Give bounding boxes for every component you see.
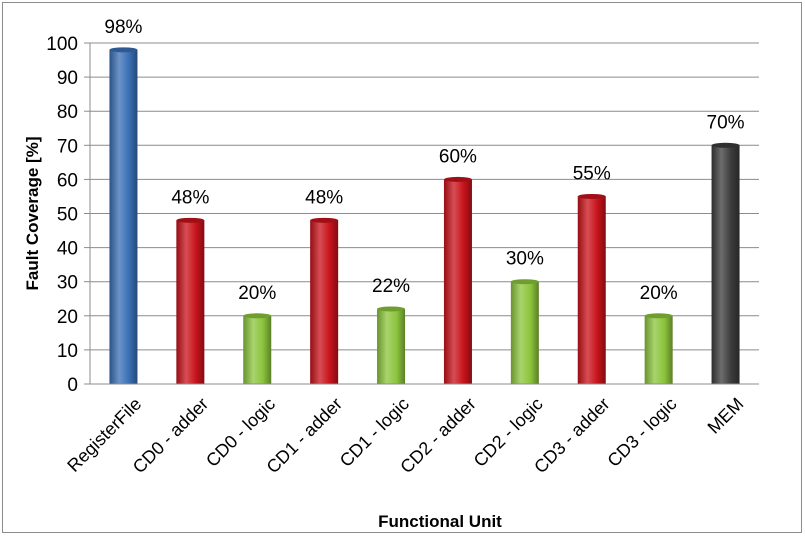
data-label: 30% xyxy=(506,249,544,270)
data-label: 48% xyxy=(171,187,209,208)
bar-top xyxy=(310,217,339,223)
data-label: 60% xyxy=(439,146,477,167)
bar-top xyxy=(176,217,205,223)
y-tick-label: 20 xyxy=(57,307,78,328)
bar-top xyxy=(510,279,539,285)
x-category-label: CD3 - logic xyxy=(603,394,680,471)
bar xyxy=(510,281,539,384)
bar xyxy=(109,49,138,384)
y-tick-label: 10 xyxy=(57,341,78,362)
y-tick-label: 70 xyxy=(57,136,78,157)
x-category-label: MEM xyxy=(704,394,748,438)
bar xyxy=(243,315,272,384)
bar xyxy=(577,196,606,384)
bar-top xyxy=(711,142,740,148)
bar-top xyxy=(443,176,472,182)
x-axis-title: Functional Unit xyxy=(378,512,502,531)
bar xyxy=(377,308,406,384)
bar xyxy=(176,220,205,384)
y-tick-label: 0 xyxy=(67,375,78,396)
y-axis-title: Fault Coverage [%] xyxy=(23,137,42,291)
data-label: 20% xyxy=(640,283,678,304)
y-tick-label: 40 xyxy=(57,239,78,260)
y-tick-label: 100 xyxy=(46,34,78,55)
data-label: 98% xyxy=(104,17,142,38)
data-labels: 98% 48% 20% 48% 22% 60% 30% 55% 20% 70% xyxy=(104,17,744,304)
y-tick-label: 80 xyxy=(57,102,78,123)
data-label: 22% xyxy=(372,276,410,297)
bar xyxy=(443,179,472,384)
bars xyxy=(109,47,740,384)
y-axis-ticks: 0 10 20 30 40 50 60 70 80 90 100 xyxy=(46,34,90,396)
data-label: 20% xyxy=(238,283,276,304)
data-label: 70% xyxy=(707,112,745,133)
y-tick-label: 90 xyxy=(57,68,78,89)
bar xyxy=(644,315,673,384)
bar xyxy=(310,220,339,384)
bar-top xyxy=(109,47,138,53)
bar-top xyxy=(377,306,406,312)
y-tick-label: 60 xyxy=(57,170,78,191)
y-tick-label: 50 xyxy=(57,205,78,226)
data-label: 55% xyxy=(573,163,611,184)
data-label: 48% xyxy=(305,187,343,208)
y-tick-label: 30 xyxy=(57,273,78,294)
bar-top xyxy=(577,193,606,199)
bar-top xyxy=(644,313,673,319)
bar xyxy=(711,145,740,384)
bar-top xyxy=(243,313,272,319)
